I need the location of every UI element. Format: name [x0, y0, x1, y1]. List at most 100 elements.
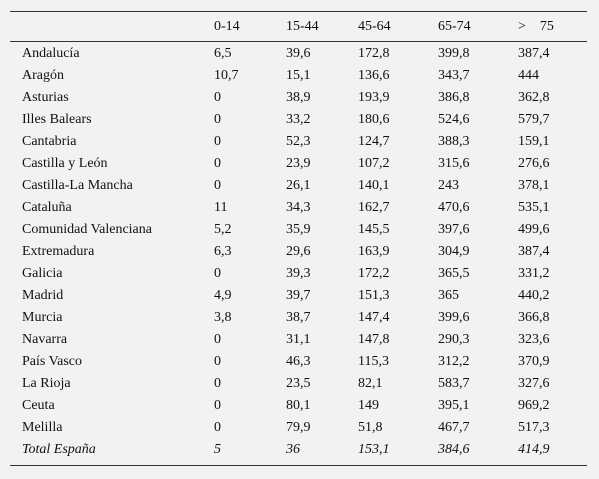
value-cell: 136,6	[358, 68, 390, 83]
row-label: Ceuta	[22, 398, 55, 413]
value-cell: 365	[438, 288, 459, 303]
value-cell: 0	[214, 178, 221, 193]
value-cell: 39,3	[286, 266, 311, 281]
row-label: Castilla-La Mancha	[22, 178, 133, 193]
value-cell: 149	[358, 398, 379, 413]
value-cell: 26,1	[286, 178, 311, 193]
row-label: Melilla	[22, 420, 63, 435]
value-cell: 323,6	[518, 332, 550, 347]
value-cell: 315,6	[438, 156, 470, 171]
value-cell: 0	[214, 90, 221, 105]
header-cell: 65-74	[438, 19, 471, 34]
value-cell: 399,6	[438, 310, 470, 325]
value-cell: 38,9	[286, 90, 311, 105]
row-label: Navarra	[22, 332, 68, 347]
value-cell: 0	[214, 134, 221, 149]
header-cell: 15-44	[286, 19, 319, 34]
value-cell: 23,9	[286, 156, 311, 171]
value-cell: 6,3	[214, 244, 232, 259]
value-cell: 399,8	[438, 46, 470, 61]
value-cell: 15,1	[286, 68, 311, 83]
value-cell: 147,4	[358, 310, 390, 325]
value-cell: 11	[214, 200, 228, 215]
value-cell: 470,6	[438, 200, 470, 215]
value-cell: 80,1	[286, 398, 311, 413]
row-label: Madrid	[22, 288, 64, 303]
value-cell: 397,6	[438, 222, 470, 237]
total-label: Total España	[22, 442, 96, 457]
value-cell: 172,2	[358, 266, 390, 281]
total-value: 153,1	[358, 442, 390, 457]
value-cell: 147,8	[358, 332, 390, 347]
row-label: Illes Balears	[22, 112, 92, 127]
value-cell: 38,7	[286, 310, 311, 325]
value-cell: 151,3	[358, 288, 390, 303]
value-cell: 39,6	[286, 46, 311, 61]
value-cell: 51,8	[358, 420, 383, 435]
value-cell: 31,1	[286, 332, 311, 347]
value-cell: 193,9	[358, 90, 390, 105]
value-cell: 395,1	[438, 398, 470, 413]
value-cell: 243	[438, 178, 459, 193]
value-cell: 969,2	[518, 398, 550, 413]
value-cell: 499,6	[518, 222, 550, 237]
value-cell: 0	[214, 156, 221, 171]
row-label: Castilla y León	[22, 156, 108, 171]
total-value: 414,9	[518, 442, 550, 457]
value-cell: 29,6	[286, 244, 311, 259]
value-cell: 387,4	[518, 46, 550, 61]
value-cell: 0	[214, 398, 221, 413]
value-cell: 362,8	[518, 90, 550, 105]
value-cell: 145,5	[358, 222, 390, 237]
value-cell: 366,8	[518, 310, 550, 325]
value-cell: 290,3	[438, 332, 470, 347]
value-cell: 0	[214, 420, 221, 435]
row-label: Murcia	[22, 310, 63, 325]
value-cell: 387,4	[518, 244, 550, 259]
value-cell: 388,3	[438, 134, 470, 149]
header-cell: > 75	[518, 19, 554, 34]
value-cell: 331,2	[518, 266, 550, 281]
bottom-rule	[10, 465, 587, 466]
row-label: Extremadura	[22, 244, 95, 259]
value-cell: 440,2	[518, 288, 550, 303]
value-cell: 0	[214, 354, 221, 369]
value-cell: 0	[214, 332, 221, 347]
value-cell: 39,7	[286, 288, 311, 303]
header-rule	[10, 41, 587, 42]
row-label: Cataluña	[22, 200, 72, 215]
value-cell: 386,8	[438, 90, 470, 105]
value-cell: 159,1	[518, 134, 550, 149]
row-label: Comunidad Valenciana	[22, 222, 152, 237]
row-label: País Vasco	[22, 354, 83, 369]
value-cell: 4,9	[214, 288, 232, 303]
total-value: 5	[214, 442, 221, 457]
value-cell: 378,1	[518, 178, 550, 193]
value-cell: 276,6	[518, 156, 550, 171]
value-cell: 3,8	[214, 310, 232, 325]
value-cell: 46,3	[286, 354, 311, 369]
value-cell: 467,7	[438, 420, 470, 435]
value-cell: 172,8	[358, 46, 390, 61]
value-cell: 163,9	[358, 244, 390, 259]
value-cell: 10,7	[214, 68, 239, 83]
value-cell: 444	[518, 68, 539, 83]
value-cell: 583,7	[438, 376, 470, 391]
header-cell: 45-64	[358, 19, 391, 34]
value-cell: 115,3	[358, 354, 389, 369]
value-cell: 79,9	[286, 420, 311, 435]
value-cell: 0	[214, 376, 221, 391]
value-cell: 52,3	[286, 134, 311, 149]
row-label: Andalucía	[22, 46, 80, 61]
value-cell: 5,2	[214, 222, 232, 237]
value-cell: 365,5	[438, 266, 470, 281]
row-label: Aragón	[22, 68, 64, 83]
value-cell: 35,9	[286, 222, 311, 237]
row-label: Asturias	[22, 90, 69, 105]
row-label: Cantabria	[22, 134, 77, 149]
value-cell: 34,3	[286, 200, 311, 215]
value-cell: 23,5	[286, 376, 311, 391]
value-cell: 343,7	[438, 68, 470, 83]
total-value: 36	[286, 442, 300, 457]
